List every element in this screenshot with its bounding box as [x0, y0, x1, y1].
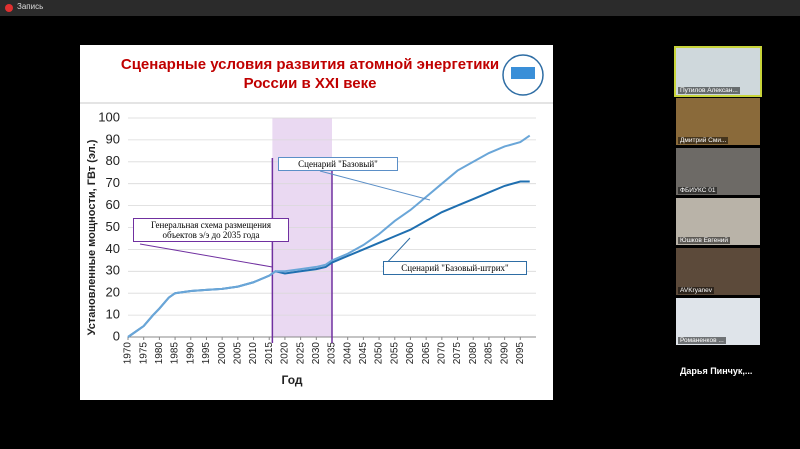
participant-name: Дмитрий Сми... — [678, 137, 729, 144]
x-tick-label: 2000 — [217, 342, 228, 365]
x-tick-label: 2025 — [295, 342, 306, 365]
x-tick-label: 2080 — [468, 342, 479, 365]
annotation: Генеральная схема размещения объектов э/… — [133, 218, 289, 242]
x-tick-label: 2085 — [484, 342, 495, 365]
y-tick-label: 20 — [106, 285, 120, 300]
x-tick-label: 2010 — [248, 342, 259, 365]
x-tick-label: 1995 — [201, 342, 212, 365]
y-tick-label: 0 — [113, 328, 120, 343]
x-tick-label: 1970 — [123, 342, 134, 365]
x-tick-label: 1985 — [170, 342, 181, 365]
x-tick-label: 2040 — [342, 342, 353, 365]
x-tick-label: 2030 — [311, 342, 322, 365]
recording-label: Запись — [17, 2, 44, 11]
callout — [319, 170, 431, 201]
y-tick-label: 70 — [106, 175, 120, 190]
participant-tile[interactable]: Романенков ... — [676, 298, 760, 345]
x-tick-label: 2070 — [436, 342, 447, 365]
x-tick-label: 2075 — [452, 342, 463, 365]
participant-name: Дарья Пинчук,... — [680, 366, 753, 376]
participant-name: ФБИУКС 01 — [678, 187, 718, 194]
participant-tile[interactable]: Дарья Пинчук,... — [676, 348, 760, 395]
x-axis-label: Год — [282, 373, 303, 387]
shared-slide: 0 10 20 30 40 50 60 70 80 90 100 1970 1975 1980 1985 19… — [80, 45, 553, 400]
participant-tile[interactable]: ФБИУКС 01 — [676, 148, 760, 195]
x-tick-label: 2015 — [264, 342, 275, 365]
participant-tile[interactable]: Путилов Алексан... — [674, 46, 762, 97]
x-tick-label: 1980 — [154, 342, 165, 365]
participant-name: Романенков ... — [678, 337, 726, 344]
x-tick-label: 2045 — [358, 342, 369, 365]
participant-tile[interactable]: Юшков Евгений — [676, 198, 760, 245]
x-tick-label: 2050 — [374, 342, 385, 365]
participant-name: AVKryanev — [678, 287, 715, 294]
x-tick-label: 2020 — [280, 342, 291, 365]
y-tick-label: 90 — [106, 131, 120, 146]
x-tick-label: 2095 — [515, 342, 526, 365]
y-tick-label: 100 — [98, 109, 120, 124]
series-line — [127, 134, 531, 338]
y-tick-label: 30 — [106, 263, 120, 278]
record-icon — [5, 4, 13, 12]
y-axis-label: Установленные мощности, ГВт (эл.) — [86, 139, 98, 335]
y-tick-label: 60 — [106, 197, 120, 212]
top-bar: Запись — [0, 0, 800, 16]
y-tick-label: 50 — [106, 219, 120, 234]
x-tick-label: 1975 — [138, 342, 149, 365]
y-tick-label: 10 — [106, 307, 120, 322]
x-tick-label: 2090 — [499, 342, 510, 365]
series-label: Сценарий "Базовый" — [278, 157, 398, 171]
x-tick-label: 2065 — [421, 342, 432, 365]
participant-tile[interactable]: Дмитрий Сми... — [676, 98, 760, 145]
participant-name: Путилов Алексан... — [678, 87, 740, 94]
callout — [139, 243, 273, 268]
x-tick-label: 1990 — [185, 342, 196, 365]
x-tick-label: 2035 — [327, 342, 338, 365]
x-tick-label: 2005 — [232, 342, 243, 365]
participant-tile[interactable]: AVKryanev — [676, 248, 760, 295]
logo-mark — [511, 67, 535, 79]
y-tick-label: 40 — [106, 241, 120, 256]
x-tick-label: 2060 — [405, 342, 416, 365]
participant-name: Юшков Евгений — [678, 237, 731, 244]
y-tick-label: 80 — [106, 153, 120, 168]
x-tick-label: 2055 — [389, 342, 400, 365]
slide-title: Сценарные условия развития атомной энерг… — [120, 56, 500, 92]
series-label: Сценарий "Базовый-штрих" — [383, 261, 527, 275]
